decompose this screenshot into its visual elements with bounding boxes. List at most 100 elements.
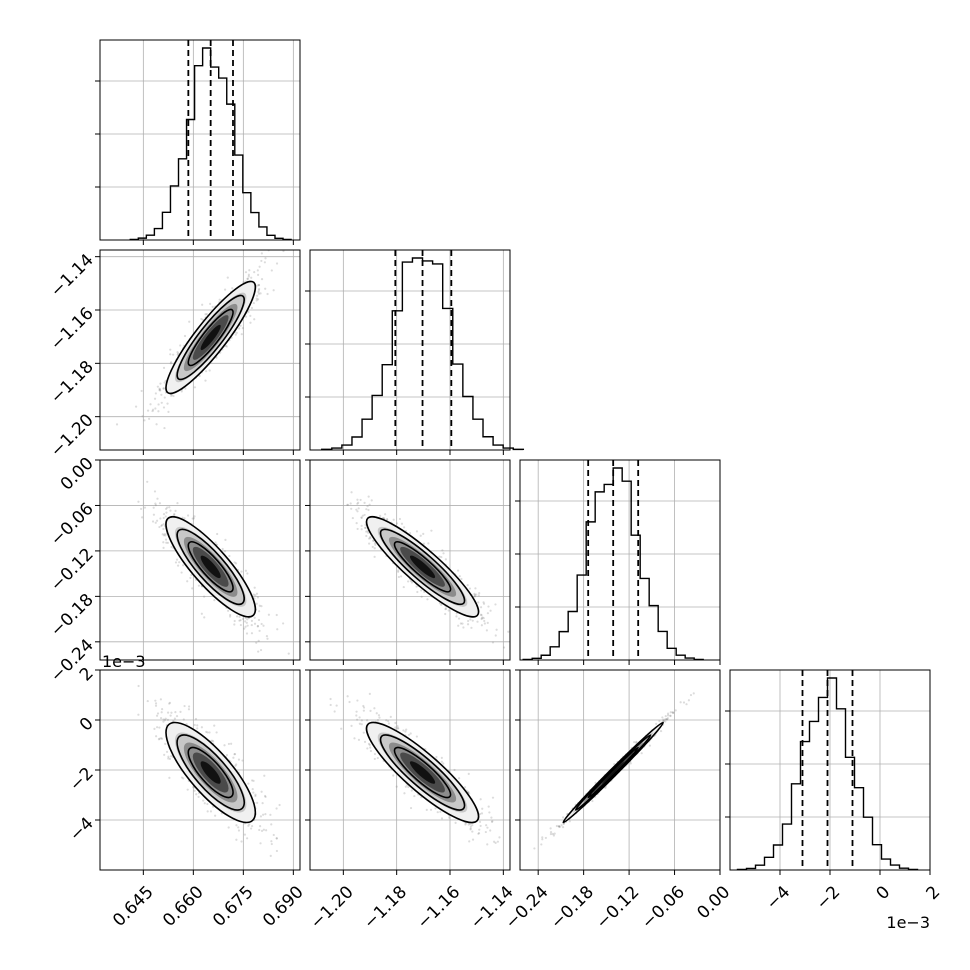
contour-line [187, 541, 234, 593]
scatter-point [349, 502, 352, 505]
scatter-point [562, 822, 565, 826]
scatter-point [238, 327, 241, 330]
scatter-point [473, 593, 476, 597]
scatter-point [275, 837, 278, 840]
scatter-point [471, 619, 474, 622]
scatter-point [358, 716, 361, 719]
scatter-point [483, 619, 486, 623]
scatter-point [166, 711, 170, 714]
scatter-point [426, 598, 429, 601]
scatter-point [137, 684, 140, 688]
scatter-point [141, 516, 144, 519]
scatter-point [158, 388, 162, 391]
scatter-point [244, 620, 247, 623]
scatter-point [160, 711, 163, 714]
scatter-point [469, 828, 472, 831]
scatter-point [182, 777, 185, 780]
scatter-point [239, 623, 242, 627]
scatter-point [225, 345, 228, 348]
scatter-point [666, 712, 670, 715]
scatter-point [478, 812, 482, 816]
scatter-point [260, 829, 264, 832]
scatter-point [478, 820, 482, 824]
scatter-point [239, 324, 242, 327]
scatter-point [243, 833, 247, 836]
scatter-point [173, 513, 176, 517]
scatter-point [155, 714, 159, 717]
scatter-point [362, 731, 365, 734]
scatter-point [272, 289, 275, 292]
scatter-point [256, 273, 260, 277]
scatter-point [375, 712, 378, 715]
contour-line [365, 516, 480, 618]
scatter-point [170, 755, 173, 758]
scatter-point [176, 350, 179, 354]
scatter-point [165, 511, 168, 514]
panel-3-0 [95, 669, 301, 875]
scatter-point [241, 617, 245, 621]
scatter-point [362, 704, 365, 708]
scatter-point [201, 303, 204, 306]
scatter-point [476, 620, 479, 623]
scatter-point [166, 541, 169, 544]
scatter-point [167, 757, 170, 760]
scatter-point [154, 392, 157, 395]
scatter-point [250, 619, 254, 622]
scatter-point [163, 719, 167, 722]
scatter-point [386, 518, 389, 521]
scatter-point [266, 292, 269, 296]
scatter-point [168, 701, 172, 704]
scatter-point [256, 596, 260, 599]
scatter-point [507, 630, 510, 633]
scatter-point [692, 692, 695, 695]
scatter-point [209, 810, 213, 813]
scatter-point [395, 785, 398, 788]
scatter-point [270, 840, 273, 843]
scatter-point [235, 331, 238, 334]
scatter-point [260, 622, 263, 626]
scatter-point [448, 816, 451, 819]
scatter-point [455, 615, 458, 618]
scatter-point [591, 799, 594, 803]
scatter-point [152, 506, 155, 509]
scatter-point [260, 252, 263, 255]
scatter-point [264, 257, 267, 260]
scatter-point [462, 626, 465, 629]
scatter-point [666, 718, 669, 721]
scatter-point [416, 590, 419, 594]
scatter-point [224, 538, 227, 541]
scatter-point [229, 613, 232, 617]
scatter-point [162, 527, 165, 531]
scatter-point [461, 622, 464, 625]
scatter-point [369, 537, 372, 540]
scatter-point [206, 802, 209, 806]
scatter-point [174, 711, 177, 714]
scatter-point [233, 561, 236, 564]
scatter-point [162, 387, 165, 390]
scatter-point [385, 719, 388, 722]
scatter-point [158, 387, 161, 390]
panel-3-3 [725, 669, 931, 875]
scatter-point [153, 397, 157, 400]
scatter-point [685, 703, 688, 706]
scatter-point [289, 872, 291, 874]
scatter-point [407, 785, 410, 789]
scatter-point [444, 607, 448, 610]
scatter-point [256, 269, 259, 272]
scatter-point [262, 828, 266, 831]
scatter-point [179, 710, 182, 713]
scatter-point [447, 609, 450, 612]
scatter-point [158, 726, 161, 729]
scatter-point [164, 515, 167, 518]
scatter-point [373, 757, 376, 761]
scatter-point [259, 824, 262, 828]
scatter-point [329, 703, 332, 707]
scatter-point [410, 789, 413, 792]
scatter-point [373, 555, 376, 558]
scatter-point [397, 727, 400, 730]
scatter-point [444, 558, 447, 561]
scatter-point [168, 776, 171, 779]
scatter-point [253, 318, 256, 321]
scatter-point [252, 779, 255, 782]
scatter-point [165, 750, 169, 753]
